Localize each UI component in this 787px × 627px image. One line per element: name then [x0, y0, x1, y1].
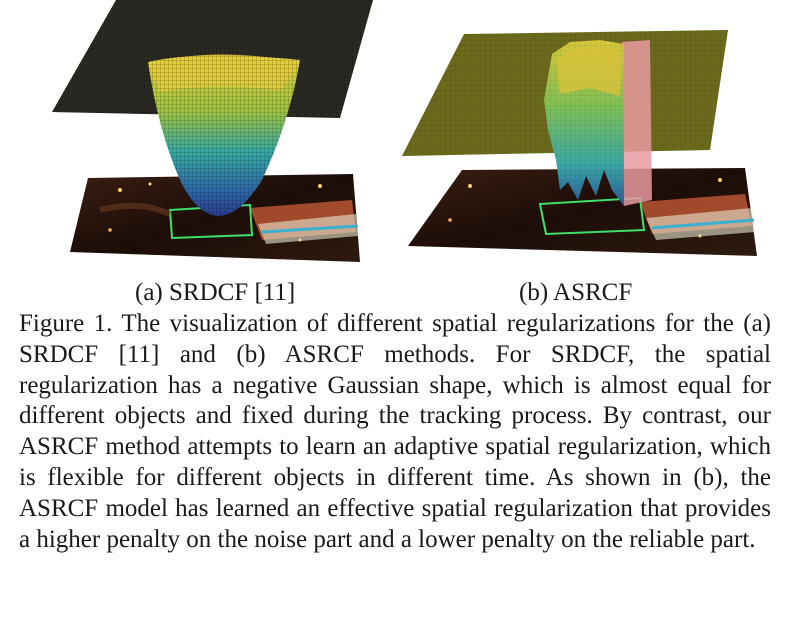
subcaption-a: (a) SRDCF [11] [135, 278, 295, 308]
figure-caption: Figure 1. The visualization of different… [19, 309, 771, 555]
panel-b-surface [402, 30, 757, 256]
figure-1 [0, 0, 787, 280]
subcaption-b: (b) ASRCF [519, 278, 632, 308]
panel-a-surface [52, 0, 373, 262]
panel-b-wall [622, 40, 652, 206]
figure-graphic [0, 0, 787, 280]
